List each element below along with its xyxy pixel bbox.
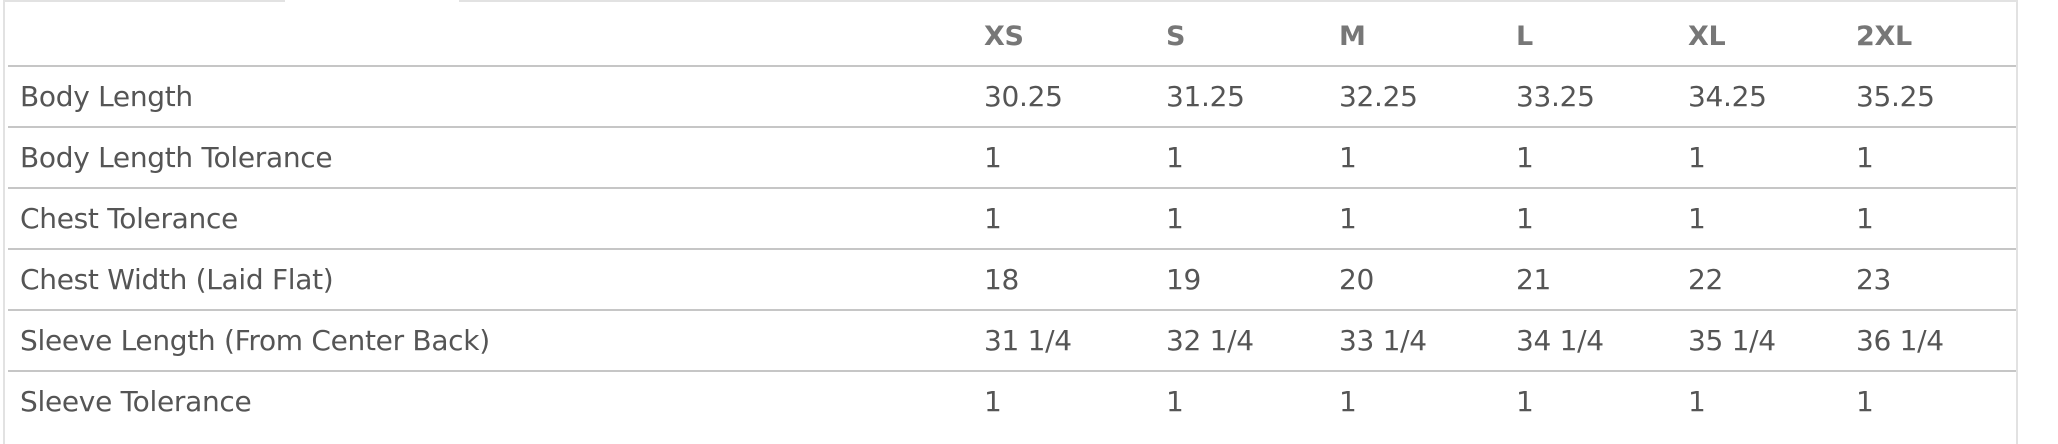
table-row: Sleeve Tolerance 1 1 1 1 1 1 <box>8 371 2016 431</box>
measurement-cell: 31 1/4 <box>972 310 1154 372</box>
measurement-cell: 33 1/4 <box>1327 310 1504 372</box>
measurement-cell: 19 <box>1154 249 1327 311</box>
measurement-cell: 1 <box>1339 385 1357 418</box>
measurement-cell: 1 <box>1676 188 1844 250</box>
measurement-cell: 35.25 <box>1844 66 2016 128</box>
measurement-cell: 1 <box>1154 188 1327 250</box>
size-header-xs: XS <box>972 0 1154 67</box>
measurement-cell: 1 <box>1844 127 2016 189</box>
measurement-cell: 34 1/4 <box>1504 310 1676 372</box>
size-chart-panel <box>3 0 2018 444</box>
measurement-cell: 18 <box>972 249 1154 311</box>
row-label: Chest Tolerance <box>8 188 972 250</box>
measurement-cell: 1 <box>1688 385 1706 418</box>
size-chart-table: XS S M L XL 2XL Body Length 30.25 31.25 32.25 33.… <box>8 0 2016 431</box>
measurement-cell: 1 <box>1504 127 1676 189</box>
measurement-cell: 1 <box>1676 127 1844 189</box>
measurement-cell: 33.25 <box>1504 66 1676 128</box>
measurement-cell: 34.25 <box>1676 66 1844 128</box>
measurement-cell: 35 1/4 <box>1676 310 1844 372</box>
size-header-2xl: 2XL <box>1844 0 2016 67</box>
table-row: Body Length Tolerance 1 1 1 1 1 1 <box>8 127 2016 189</box>
table-row: Body Length 30.25 31.25 32.25 33.25 34.25 35.2… <box>8 66 2016 128</box>
measurement-cell: 1 <box>972 127 1154 189</box>
row-label: Sleeve Tolerance <box>20 385 252 418</box>
measurement-cell: 20 <box>1327 249 1504 311</box>
measurement-cell: 23 <box>1844 249 2016 311</box>
measurement-cell: 1 <box>1154 127 1327 189</box>
size-header-s: S <box>1154 0 1327 67</box>
row-label: Body Length Tolerance <box>8 127 972 189</box>
size-header-xl: XL <box>1676 0 1844 67</box>
row-label: Chest Width (Laid Flat) <box>8 249 972 311</box>
measurement-cell: 1 <box>1516 385 1534 418</box>
measurement-cell: 30.25 <box>972 66 1154 128</box>
measurement-cell: 1 <box>1166 385 1184 418</box>
table-row: Chest Width (Laid Flat) 18 19 20 21 22 23 <box>8 249 2016 311</box>
measurement-cell: 31.25 <box>1154 66 1327 128</box>
measurement-cell: 32.25 <box>1327 66 1504 128</box>
measurement-cell: 1 <box>1844 188 2016 250</box>
measurement-cell: 22 <box>1676 249 1844 311</box>
row-label: Sleeve Length (From Center Back) <box>8 310 972 372</box>
measurement-cell: 32 1/4 <box>1154 310 1327 372</box>
measurement-cell: 1 <box>972 188 1154 250</box>
measurement-cell: 1 <box>1327 188 1504 250</box>
measurement-cell: 1 <box>1327 127 1504 189</box>
header-row: XS S M L XL 2XL <box>8 0 2016 67</box>
measurement-cell: 1 <box>1856 385 1874 418</box>
row-label: Body Length <box>8 66 972 128</box>
measurement-cell: 1 <box>1504 188 1676 250</box>
measurement-cell: 21 <box>1504 249 1676 311</box>
table-row: Chest Tolerance 1 1 1 1 1 1 <box>8 188 2016 250</box>
table-row: Sleeve Length (From Center Back) 31 1/4 32… <box>8 310 2016 372</box>
measurement-cell: 36 1/4 <box>1844 310 2016 372</box>
header-label-cell <box>8 0 972 67</box>
measurement-cell: 1 <box>984 385 1002 418</box>
size-header-l: L <box>1504 0 1676 67</box>
size-header-m: M <box>1327 0 1504 67</box>
